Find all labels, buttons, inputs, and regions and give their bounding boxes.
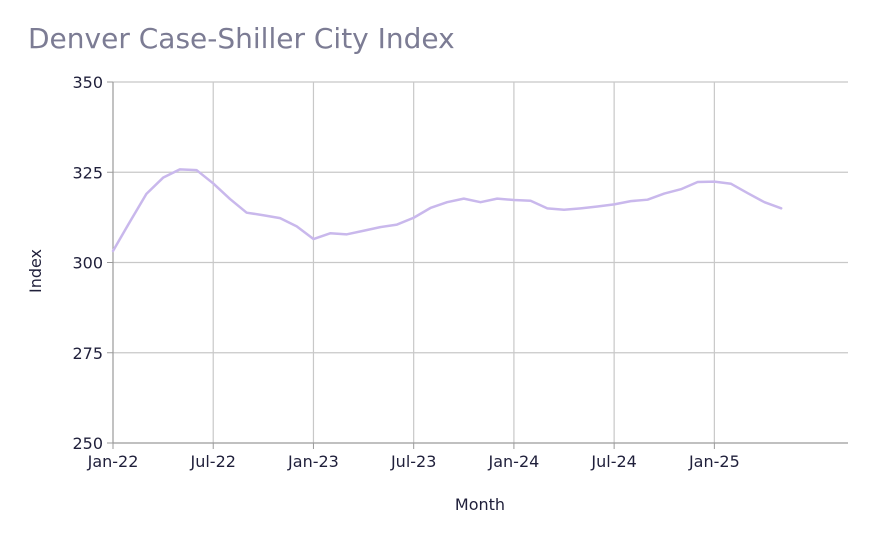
y-tick-label: 250 <box>72 434 103 453</box>
grid-lines <box>113 81 848 443</box>
y-axis-title: Index <box>26 249 45 293</box>
y-tick-label: 325 <box>72 163 103 182</box>
tick-labels: 250 275 300 325 350 Jan-22 Jul-22 Jan-23 Jul-23 J… <box>72 73 739 471</box>
x-tick-label: Jul-22 <box>190 452 236 471</box>
x-axis-title: Month <box>455 495 505 514</box>
axes <box>107 81 848 449</box>
x-tick-label: Jan-22 <box>87 452 139 471</box>
series-line <box>111 168 783 253</box>
y-tick-label: 300 <box>72 254 103 273</box>
x-tick-label: Jan-25 <box>688 452 740 471</box>
chart-title: Denver Case-Shiller City Index <box>28 22 455 55</box>
series-layer <box>111 168 783 253</box>
y-tick-label: 275 <box>72 344 103 363</box>
x-tick-label: Jan-23 <box>287 452 339 471</box>
y-tick-label: 350 <box>72 73 103 92</box>
x-tick-label: Jul-23 <box>390 452 436 471</box>
x-tick-label: Jul-24 <box>590 452 636 471</box>
x-tick-label: Jan-24 <box>488 452 540 471</box>
